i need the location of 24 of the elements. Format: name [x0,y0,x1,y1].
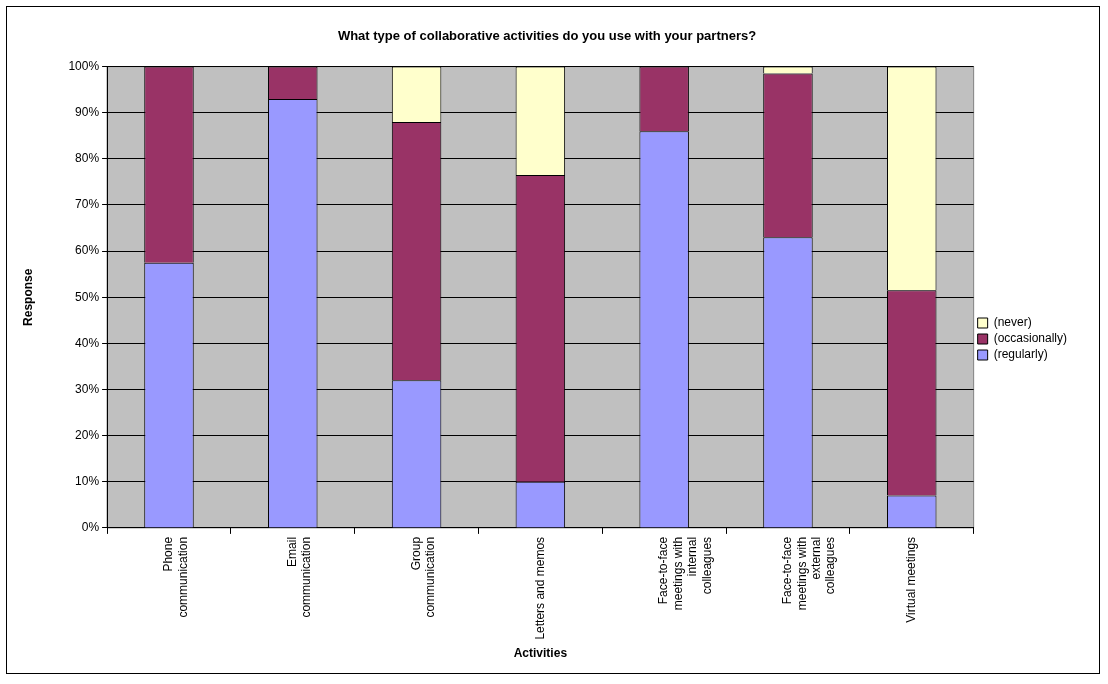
chart-title: What type of collaborative activities do you use with your partners? [337,28,757,44]
x-tick-label: Group communication [408,536,438,618]
y-tick-label: 80% [75,151,100,166]
y-tick-label: 90% [75,105,100,120]
y-axis-title: Response [20,268,35,326]
y-tick-label: 0% [81,520,100,535]
x-tick-label: Face-to-face meetings with internal colleagues [656,536,714,611]
x-tick-label: Email communication [285,536,314,618]
y-tick-label: 20% [75,427,100,442]
x-tick-label: Virtual meetings [904,536,919,623]
x-tick-label: Letters and memos [532,536,547,640]
legend-label: (regularly) [993,347,1048,362]
legend-label: (occasionally) [993,331,1067,346]
y-tick-label: 30% [75,381,100,396]
y-tick-label: 60% [75,243,100,258]
x-tick-label: Phone communication [161,536,190,618]
y-tick-label: 40% [75,335,100,350]
x-axis-title: Activities [513,646,568,661]
legend-label: (never) [993,315,1032,330]
y-tick-label: 50% [75,289,100,304]
y-tick-label: 10% [75,474,100,489]
x-tick-label: Face-to-face meetings with external colleagues [780,536,838,611]
y-tick-label: 100% [68,58,100,73]
y-tick-label: 70% [75,197,100,212]
